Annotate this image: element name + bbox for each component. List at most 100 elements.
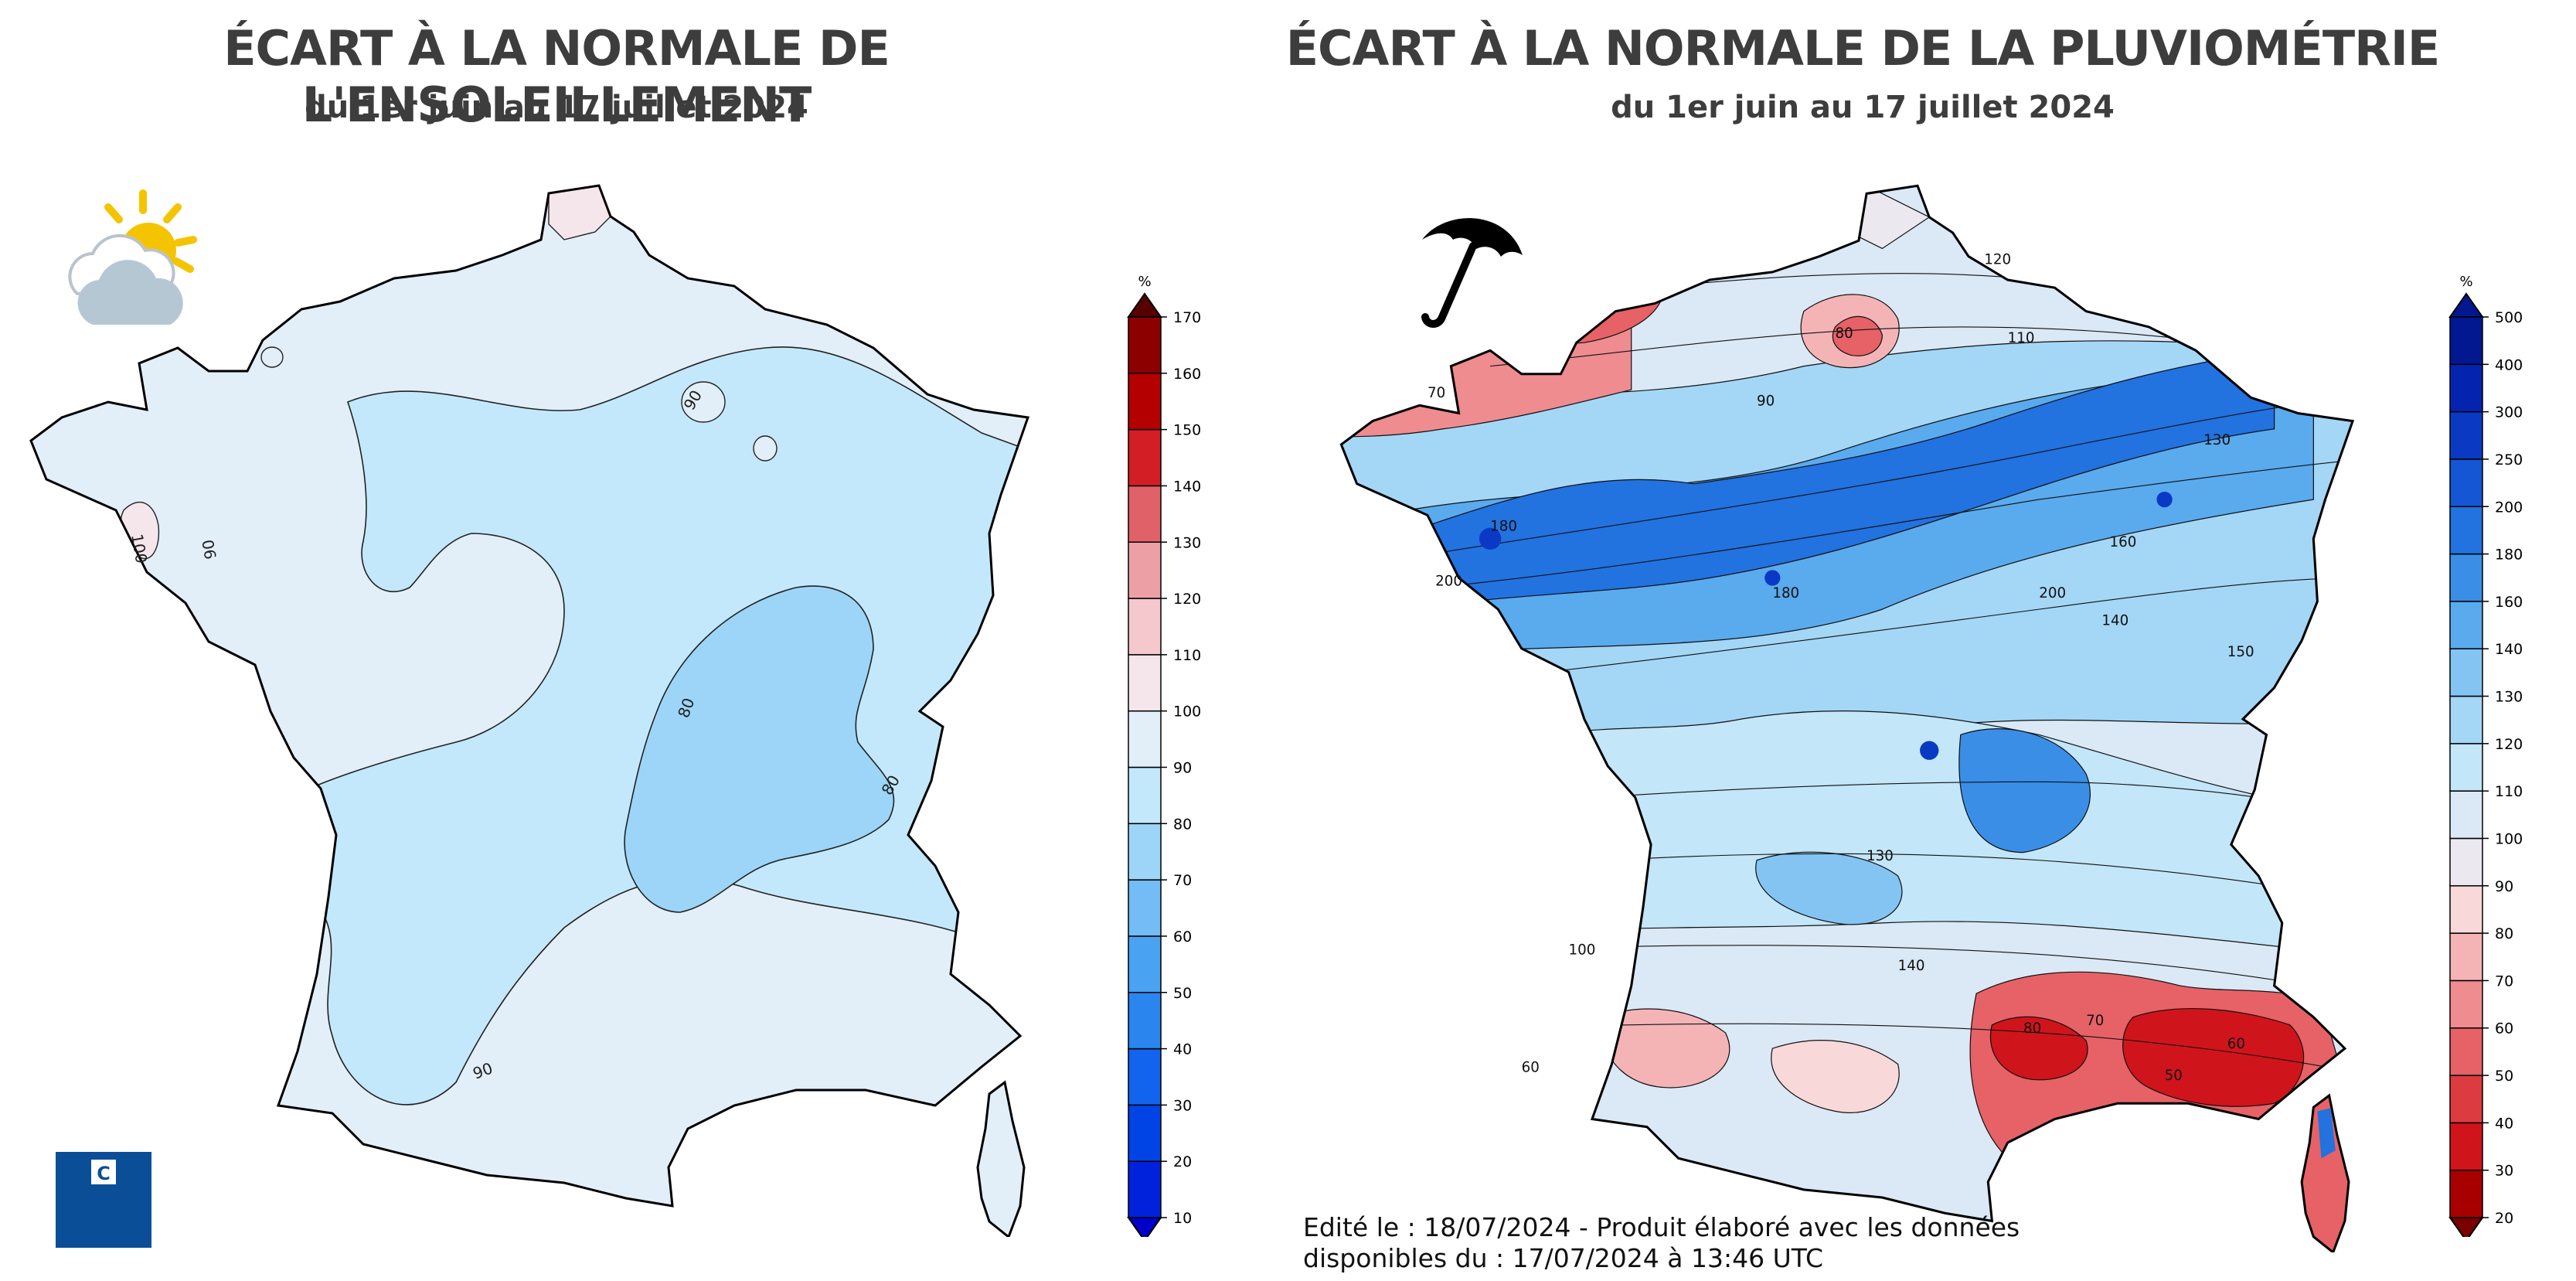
rainfall-legend-tick-label: 120 bbox=[2495, 736, 2523, 753]
rainfall-legend-tick-label: 20 bbox=[2495, 1210, 2513, 1227]
sunshine-legend-swatch bbox=[1128, 879, 1162, 937]
contour-label: 180 bbox=[1490, 519, 1517, 535]
sunshine-legend-tick-label: 80 bbox=[1173, 816, 1192, 833]
sunshine-legend-tick-label: 140 bbox=[1173, 478, 1201, 495]
sunshine-legend-over bbox=[1127, 292, 1162, 318]
sunshine-legend-swatch bbox=[1128, 1104, 1162, 1162]
rainfall-legend-tick-label: 110 bbox=[2495, 783, 2523, 800]
rainfall-legend-tick-label: 30 bbox=[2495, 1163, 2513, 1180]
rainfall-legend-unit: % bbox=[2459, 274, 2472, 290]
sunshine-legend-tick-label: 30 bbox=[1173, 1097, 1192, 1114]
rainfall-legend-swatch bbox=[2449, 790, 2483, 840]
rainfall-legend-tick-label: 180 bbox=[2495, 547, 2523, 564]
edition-note-line-1: Edité le : 18/07/2024 - Produit élaboré … bbox=[1303, 1212, 2020, 1242]
sunshine-legend-swatch bbox=[1128, 992, 1162, 1050]
rainfall-legend-swatch bbox=[2449, 932, 2483, 982]
rainfall-legend-tick-label: 300 bbox=[2495, 404, 2523, 421]
sunshine-legend-swatch bbox=[1128, 1160, 1162, 1218]
rainfall-legend-over bbox=[2448, 292, 2484, 318]
rainfall-legend-tick-label: 60 bbox=[2495, 1020, 2513, 1037]
contour-label: 80 bbox=[1835, 325, 1853, 342]
contour-label: 90 bbox=[199, 538, 220, 560]
rainfall-legend-tick-label: 100 bbox=[2495, 830, 2523, 847]
sunshine-legend-swatch bbox=[1128, 935, 1162, 993]
sunshine-legend-tick-label: 20 bbox=[1173, 1153, 1192, 1170]
rainfall-legend-swatch bbox=[2449, 553, 2483, 602]
contour-label: 150 bbox=[2227, 644, 2254, 660]
rainfall-legend-tick-label: 50 bbox=[2495, 1068, 2513, 1085]
sunshine-legend-tick-label: 110 bbox=[1173, 647, 1201, 664]
contour-label: 70 bbox=[2086, 1013, 2104, 1029]
rainfall-legend-swatch bbox=[2449, 837, 2483, 887]
rainfall-legend-tick-label: 80 bbox=[2495, 925, 2513, 942]
rainfall-legend-tick-label: 130 bbox=[2495, 689, 2523, 706]
contour-label: 50 bbox=[2165, 1068, 2183, 1084]
rainfall-legend-tick-label: 500 bbox=[2495, 309, 2523, 326]
sunshine-legend-swatch bbox=[1128, 654, 1162, 712]
sunshine-legend-swatch bbox=[1128, 1048, 1162, 1106]
contour-label: 90 bbox=[1757, 393, 1775, 409]
rainfall-title: ÉCART À LA NORMALE DE LA PLUVIOMÉTRIE bbox=[1285, 20, 2441, 77]
sunshine-legend-tick-label: 70 bbox=[1173, 872, 1192, 889]
sunshine-legend-tick-label: 40 bbox=[1173, 1041, 1192, 1058]
sunshine-legend-tick-label: 150 bbox=[1173, 422, 1201, 439]
sun-behind-cloud-icon bbox=[68, 189, 197, 325]
contour-label: 80 bbox=[2023, 1020, 2041, 1037]
rainfall-legend-swatch bbox=[2449, 979, 2483, 1029]
sunshine-legend-tick-label: 50 bbox=[1173, 985, 1192, 1002]
edition-note: Edité le : 18/07/2024 - Produit élaboré … bbox=[1303, 1212, 2153, 1274]
sunshine-legend-swatch bbox=[1128, 823, 1162, 881]
sunshine-legend-tick-label: 100 bbox=[1173, 704, 1201, 721]
contour-label: 120 bbox=[1984, 252, 2011, 268]
rainfall-legend-under bbox=[2448, 1217, 2484, 1237]
rainfall-panel: ÉCART À LA NORMALE DE LA PLUVIOMÉTRIE du… bbox=[1283, 0, 2576, 1281]
rainfall-legend-swatch bbox=[2449, 885, 2483, 934]
sunshine-legend-tick-label: 130 bbox=[1173, 534, 1201, 551]
sunshine-legend-tick-label: 170 bbox=[1173, 309, 1201, 326]
sunshine-legend-tick-label: 60 bbox=[1173, 928, 1192, 945]
sunshine-legend-swatch bbox=[1128, 766, 1162, 825]
sunshine-legend-tick-label: 120 bbox=[1173, 591, 1201, 608]
contour-label: 110 bbox=[2008, 330, 2035, 346]
rainfall-legend-tick-label: 160 bbox=[2495, 594, 2523, 611]
sunshine-title: ÉCART À LA NORMALE DE L'ENSOLEILLEMENT bbox=[223, 20, 890, 133]
sunshine-legend-tick-label: 10 bbox=[1173, 1210, 1192, 1227]
rainfall-legend-tick-label: 140 bbox=[2495, 641, 2523, 658]
sunshine-legend: % 10 20 30 40 50 60 70 80 90 100 110 120 130 140 150 160… bbox=[1127, 274, 1201, 1237]
sunshine-legend-swatch bbox=[1128, 541, 1162, 599]
rainfall-legend-tick-label: 250 bbox=[2495, 451, 2523, 468]
rainfall-legend-tick-label: 40 bbox=[2495, 1115, 2513, 1132]
rainfall-legend-swatch bbox=[2449, 1027, 2483, 1076]
contour-label: 70 bbox=[1428, 385, 1445, 401]
sunshine-panel: ÉCART À LA NORMALE DE L'ENSOLEILLEMENT d… bbox=[0, 0, 1283, 1281]
sunshine-legend-tick-label: 160 bbox=[1173, 366, 1201, 383]
sunshine-legend-swatch bbox=[1128, 373, 1162, 431]
rainfall-legend-swatch bbox=[2449, 316, 2483, 366]
umbrella-icon bbox=[1421, 218, 1523, 328]
contour-label: 140 bbox=[2101, 612, 2129, 629]
rainfall-legend-swatch bbox=[2449, 695, 2483, 744]
sunshine-legend-under bbox=[1127, 1217, 1162, 1237]
contour-label: 130 bbox=[2203, 432, 2231, 448]
rainfall-legend-swatch bbox=[2449, 648, 2483, 697]
rainfall-subtitle: du 1er juin au 17 juillet 2024 bbox=[1611, 90, 2115, 125]
contour-label: 100 bbox=[128, 533, 151, 565]
contour-label: 180 bbox=[1772, 585, 1799, 601]
contour-label: 60 bbox=[1522, 1060, 1540, 1076]
sunshine-legend-swatch bbox=[1128, 710, 1162, 768]
sunshine-legend-swatch bbox=[1128, 316, 1162, 374]
rainfall-legend-swatch bbox=[2449, 363, 2483, 413]
sunshine-legend-swatch bbox=[1128, 428, 1162, 487]
rainfall-legend: % 20 30 40 50 60 70 80 90 100 110 120 130 140 160 180 20… bbox=[2448, 274, 2523, 1237]
edition-note-line-2: disponibles du : 17/07/2024 à 13:46 UTC bbox=[1303, 1243, 1824, 1273]
rainfall-legend-swatch bbox=[2449, 1075, 2483, 1124]
rainfall-legend-swatch bbox=[2449, 1122, 2483, 1171]
sunshine-legend-tick-label: 90 bbox=[1173, 760, 1192, 777]
rainfall-legend-swatch bbox=[2449, 743, 2483, 792]
rainfall-legend-swatch bbox=[2449, 1169, 2483, 1218]
svg-text:C: C bbox=[97, 1163, 111, 1184]
sunshine-subtitle: du 1er juin au 17 juillet 2024 bbox=[305, 90, 808, 125]
rainfall-map: 120 110 80 90 70 180 200 180 200 160 130… bbox=[1339, 184, 2354, 1252]
contour-label: 200 bbox=[1435, 574, 1462, 590]
contour-label: 60 bbox=[2227, 1036, 2245, 1052]
